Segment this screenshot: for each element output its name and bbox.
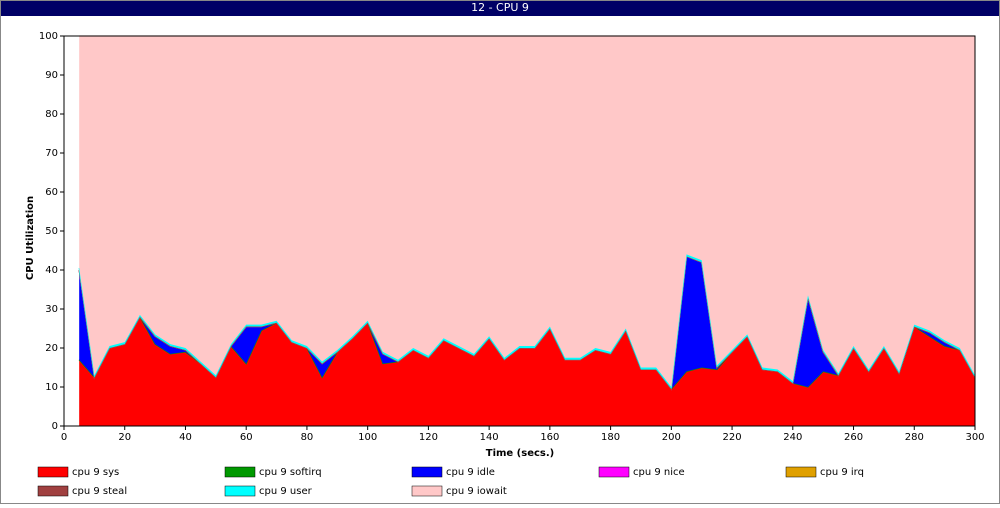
legend-swatch [37,466,69,478]
legend-label: cpu 9 irq [820,467,864,478]
x-tick-label: 200 [662,432,681,443]
y-tick-label: 0 [52,421,58,432]
x-tick-label: 60 [240,432,253,443]
y-tick-label: 50 [45,226,58,237]
x-tick-label: 220 [723,432,742,443]
y-tick-label: 60 [45,187,58,198]
y-axis-label: CPU Utilization [25,196,36,280]
area [79,316,975,426]
x-tick-label: 40 [179,432,192,443]
x-axis-label: Time (secs.) [486,448,555,459]
x-tick-label: 160 [540,432,559,443]
x-tick-label: 140 [480,432,499,443]
y-tick-label: 40 [45,265,58,276]
legend-label: cpu 9 user [259,486,313,497]
title-bar [0,0,1000,16]
x-tick-label: 0 [61,432,67,443]
y-tick-label: 70 [45,148,58,159]
x-tick-label: 20 [118,432,131,443]
legend-swatch [411,485,443,497]
legend-label: cpu 9 nice [633,467,685,478]
legend-swatch [598,466,630,478]
legend-swatch [224,466,256,478]
x-tick-label: 100 [358,432,377,443]
legend-label: cpu 9 sys [72,467,119,478]
chart-title: 12 - CPU 9 [471,1,529,14]
y-tick-label: 10 [45,382,58,393]
legend-label: cpu 9 steal [72,486,127,497]
legend-label: cpu 9 idle [446,467,495,478]
y-tick-label: 90 [45,70,58,81]
legend-swatch [411,466,443,478]
x-tick-label: 80 [301,432,314,443]
x-tick-label: 180 [601,432,620,443]
legend-label: cpu 9 softirq [259,467,322,478]
area [79,36,975,387]
y-tick-label: 80 [45,109,58,120]
y-tick-label: 20 [45,343,58,354]
y-tick-label: 100 [39,31,58,42]
x-tick-label: 280 [905,432,924,443]
x-tick-label: 240 [783,432,802,443]
legend-label: cpu 9 iowait [446,486,507,497]
x-tick-label: 120 [419,432,438,443]
legend-swatch [224,485,256,497]
x-tick-label: 300 [965,432,984,443]
x-tick-label: 260 [844,432,863,443]
legend-swatch [785,466,817,478]
y-tick-label: 30 [45,304,58,315]
legend-swatch [37,485,69,497]
